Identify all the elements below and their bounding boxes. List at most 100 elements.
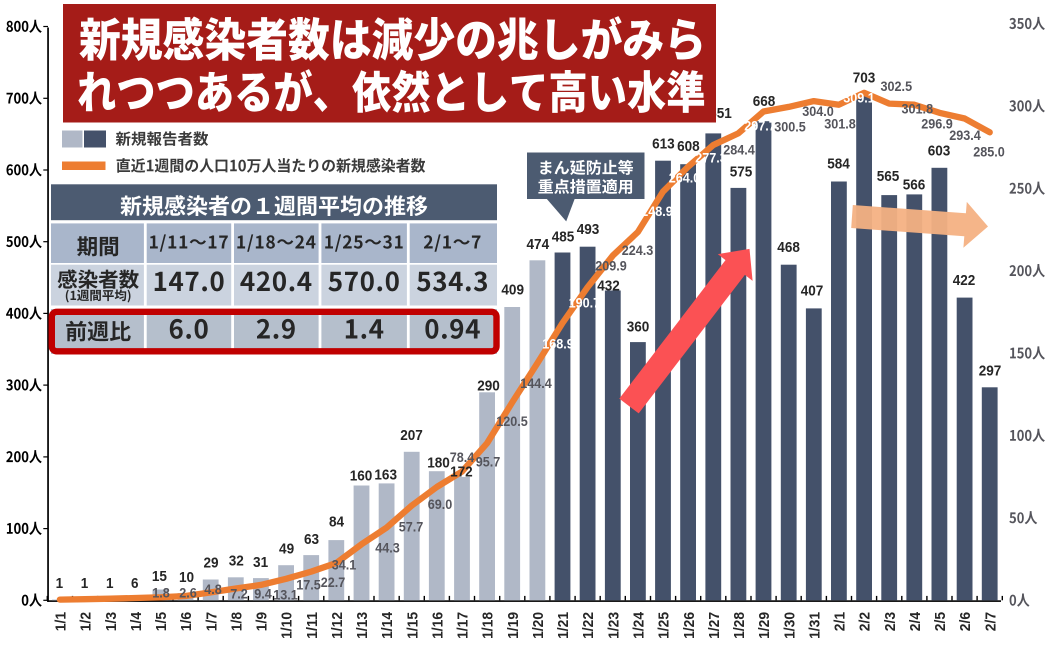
svg-text:1/17: 1/17 <box>455 612 472 639</box>
svg-text:566: 566 <box>903 176 926 193</box>
svg-text:409: 409 <box>501 282 524 299</box>
svg-text:1/14: 1/14 <box>379 611 396 639</box>
svg-text:1: 1 <box>56 575 64 592</box>
svg-text:608: 608 <box>677 138 700 155</box>
svg-text:584: 584 <box>827 155 850 172</box>
svg-text:1: 1 <box>81 575 89 592</box>
svg-text:1.8: 1.8 <box>152 586 170 601</box>
svg-text:1/7: 1/7 <box>203 612 220 631</box>
svg-text:163: 163 <box>374 466 397 483</box>
svg-text:301.8: 301.8 <box>902 102 934 117</box>
svg-text:1/27: 1/27 <box>706 612 723 639</box>
svg-text:613: 613 <box>652 136 675 153</box>
svg-text:474: 474 <box>527 236 550 253</box>
svg-text:1/20: 1/20 <box>530 612 547 639</box>
svg-text:1/29: 1/29 <box>756 612 773 639</box>
svg-text:1/21: 1/21 <box>555 612 572 639</box>
svg-text:31: 31 <box>253 554 268 571</box>
svg-text:1/6: 1/6 <box>178 612 195 631</box>
svg-text:2/3: 2/3 <box>882 612 899 631</box>
svg-text:248.9: 248.9 <box>641 204 673 219</box>
svg-text:360: 360 <box>627 318 650 335</box>
svg-text:180: 180 <box>427 455 450 472</box>
svg-text:1/5: 1/5 <box>153 612 170 631</box>
svg-text:293.4: 293.4 <box>949 128 981 143</box>
svg-text:84: 84 <box>329 513 345 530</box>
svg-text:190.7: 190.7 <box>569 296 601 311</box>
svg-text:603: 603 <box>928 142 951 159</box>
svg-text:69.0: 69.0 <box>428 497 453 512</box>
svg-text:63: 63 <box>304 531 319 548</box>
svg-text:2/7: 2/7 <box>982 612 999 631</box>
svg-text:29: 29 <box>203 555 218 572</box>
svg-text:290: 290 <box>477 377 500 394</box>
svg-text:1/25: 1/25 <box>656 612 673 639</box>
svg-text:168.9: 168.9 <box>542 337 574 352</box>
svg-text:309.1: 309.1 <box>843 91 875 106</box>
svg-text:57.7: 57.7 <box>399 520 424 535</box>
svg-text:1/1: 1/1 <box>53 612 70 631</box>
svg-text:2.6: 2.6 <box>179 586 197 601</box>
svg-text:1/13: 1/13 <box>354 612 371 639</box>
svg-text:1/12: 1/12 <box>329 612 346 639</box>
svg-text:17.5: 17.5 <box>296 578 321 593</box>
svg-text:575: 575 <box>730 163 753 180</box>
svg-text:224.3: 224.3 <box>622 243 654 258</box>
svg-text:1/18: 1/18 <box>480 612 497 639</box>
svg-text:22.7: 22.7 <box>321 575 346 590</box>
svg-text:1/10: 1/10 <box>279 612 296 639</box>
svg-text:485: 485 <box>552 228 575 245</box>
svg-text:297: 297 <box>979 362 1002 379</box>
svg-text:1/19: 1/19 <box>505 612 522 639</box>
svg-text:284.4: 284.4 <box>723 143 755 158</box>
svg-text:15: 15 <box>152 568 167 585</box>
svg-text:2/4: 2/4 <box>907 611 924 631</box>
svg-text:1/9: 1/9 <box>254 612 271 631</box>
svg-text:1/16: 1/16 <box>429 612 446 639</box>
svg-text:703: 703 <box>853 69 876 86</box>
svg-text:1/26: 1/26 <box>681 612 698 639</box>
svg-text:300.5: 300.5 <box>774 120 806 135</box>
svg-text:407: 407 <box>801 282 824 299</box>
svg-text:301.8: 301.8 <box>824 116 856 131</box>
svg-text:468: 468 <box>777 239 800 256</box>
svg-text:209.9: 209.9 <box>595 259 627 274</box>
svg-text:10: 10 <box>179 569 194 586</box>
svg-text:7.2: 7.2 <box>230 587 248 602</box>
svg-text:120.5: 120.5 <box>496 414 528 429</box>
svg-text:2/2: 2/2 <box>857 612 874 631</box>
svg-text:565: 565 <box>877 168 900 185</box>
svg-text:34.1: 34.1 <box>332 558 357 573</box>
svg-text:1/11: 1/11 <box>304 612 321 639</box>
svg-text:1/4: 1/4 <box>128 611 145 631</box>
svg-text:285.0: 285.0 <box>973 144 1005 159</box>
svg-text:296.9: 296.9 <box>921 116 953 131</box>
svg-text:6: 6 <box>131 575 139 592</box>
svg-text:1/30: 1/30 <box>781 612 798 639</box>
svg-text:1/15: 1/15 <box>404 612 421 639</box>
svg-text:422: 422 <box>953 272 976 289</box>
svg-text:207: 207 <box>400 427 423 444</box>
svg-text:144.4: 144.4 <box>520 376 552 391</box>
svg-text:1/28: 1/28 <box>731 612 748 639</box>
svg-text:277.3: 277.3 <box>695 151 727 166</box>
svg-text:1/24: 1/24 <box>631 611 648 639</box>
svg-text:160: 160 <box>350 467 373 484</box>
svg-text:2/1: 2/1 <box>832 612 849 631</box>
svg-text:2/5: 2/5 <box>932 612 949 631</box>
svg-text:49: 49 <box>279 541 294 558</box>
svg-text:2/6: 2/6 <box>957 612 974 631</box>
svg-text:1/2: 1/2 <box>78 612 95 631</box>
svg-text:4.8: 4.8 <box>204 582 222 597</box>
svg-text:304.0: 304.0 <box>802 104 834 119</box>
svg-text:1/22: 1/22 <box>580 612 597 639</box>
svg-text:493: 493 <box>577 221 600 238</box>
svg-text:78.4: 78.4 <box>450 450 475 465</box>
svg-text:302.5: 302.5 <box>881 79 913 94</box>
svg-text:1/8: 1/8 <box>228 612 245 631</box>
svg-text:1/23: 1/23 <box>605 612 622 639</box>
svg-text:13.1: 13.1 <box>273 588 298 603</box>
svg-text:44.3: 44.3 <box>375 541 400 556</box>
svg-text:297.7: 297.7 <box>744 119 776 134</box>
svg-text:172: 172 <box>450 463 473 480</box>
